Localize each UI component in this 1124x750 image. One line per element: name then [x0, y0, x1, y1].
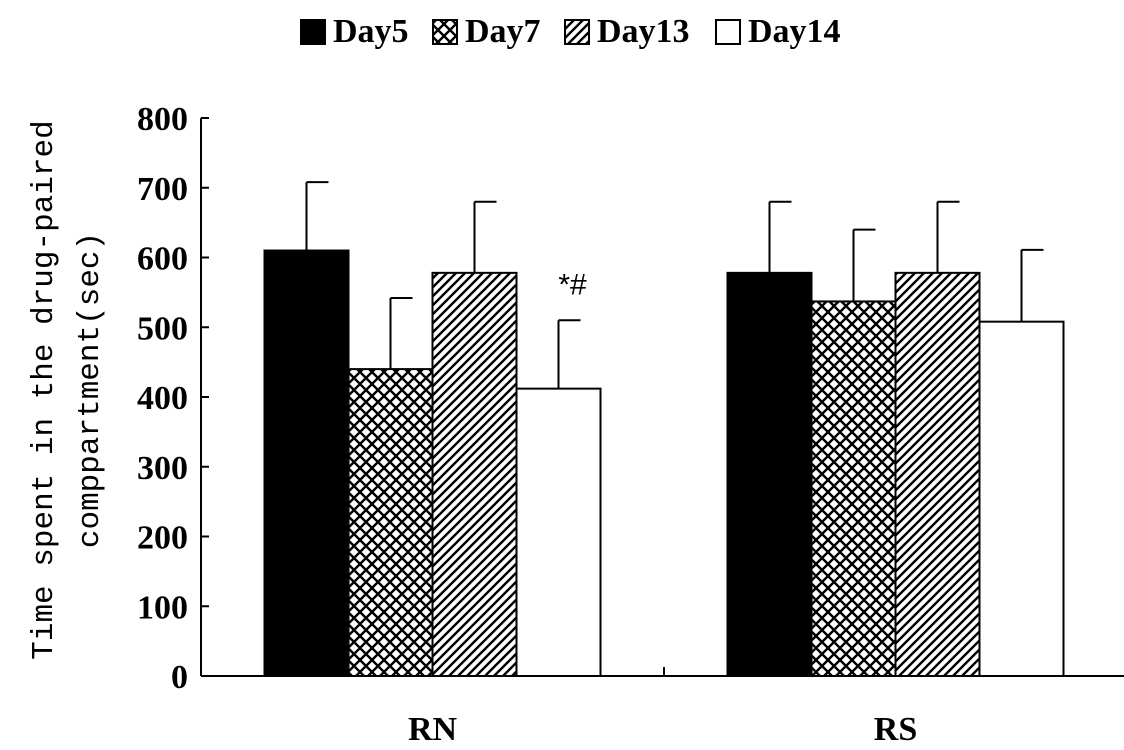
legend-label-day5: Day5 [333, 13, 409, 50]
annotations: *# [558, 268, 587, 301]
bar-day14-rs [978, 320, 1065, 677]
x-tick-label: RN [408, 711, 458, 748]
y-tick-label: 200 [137, 520, 188, 557]
x-ticks: RN RS [408, 667, 917, 748]
error-bars [305, 181, 1044, 389]
legend-swatch-day14 [715, 19, 741, 45]
bar-day7-rs [810, 300, 897, 677]
bar-day13-rn [431, 271, 518, 677]
legend-swatch-day7 [432, 19, 458, 45]
bars [263, 249, 1065, 677]
bar-day5-rn [263, 249, 350, 677]
legend-label-day7: Day7 [465, 13, 541, 50]
significance-annotation: *# [558, 268, 587, 301]
y-tick-label: 700 [137, 171, 188, 208]
bar-day7-rn [347, 368, 434, 677]
y-tick-label: 500 [137, 310, 188, 347]
legend: Day5 Day7 Day13 Day14 [300, 13, 841, 50]
y-tick-label: 600 [137, 241, 188, 278]
x-tick-label: RS [874, 711, 917, 748]
y-tick-label: 0 [171, 659, 188, 696]
y-axis-label-line-1: Time spent in the drug-paired [27, 120, 62, 660]
legend-label-day13: Day13 [597, 13, 690, 50]
y-tick-label: 400 [137, 380, 188, 417]
bar-day13-rs [894, 271, 981, 677]
y-ticks: 0 100 200 300 400 500 600 700 800 [137, 101, 209, 696]
y-tick-label: 100 [137, 589, 188, 626]
legend-swatch-day5 [300, 19, 326, 45]
bar-day14-rn [515, 387, 602, 677]
y-tick-label: 800 [137, 101, 188, 138]
legend-label-day14: Day14 [748, 13, 841, 50]
y-axis-label-line-2: comppartment(sec) [73, 232, 108, 548]
bar-day5-rs [726, 271, 813, 677]
y-axis-label: Time spent in the drug-paired comppartme… [27, 120, 108, 660]
legend-swatch-day13 [564, 19, 590, 45]
y-tick-label: 300 [137, 450, 188, 487]
